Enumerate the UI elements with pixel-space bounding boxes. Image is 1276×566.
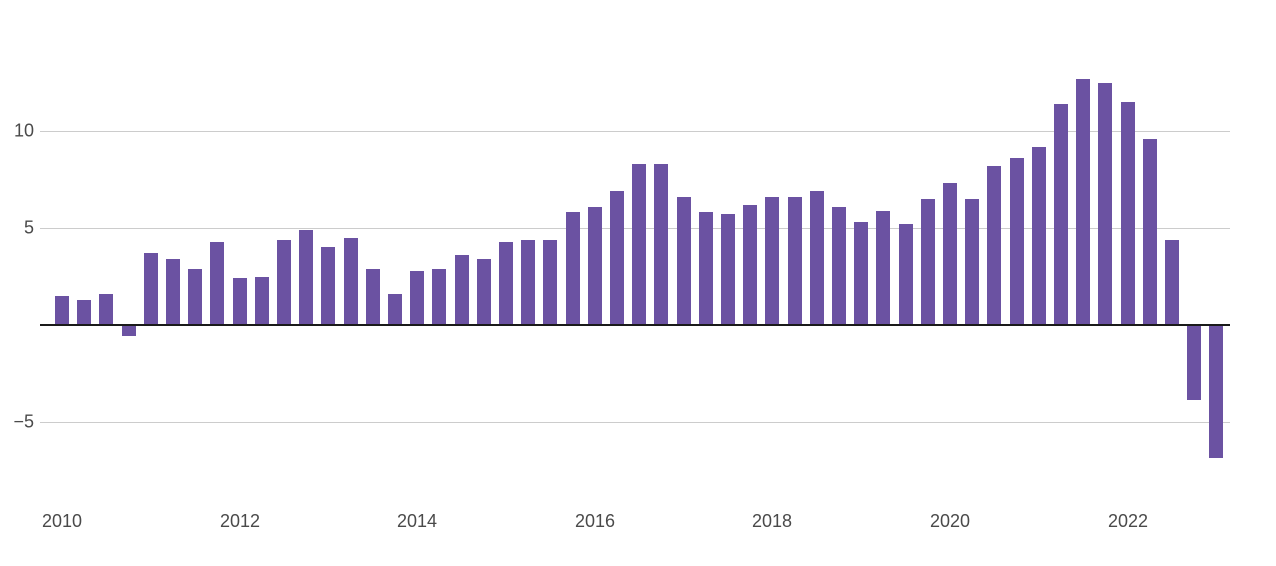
x-tick-label: 2010 [41,511,83,531]
bar [654,164,668,325]
x-tick-label: 2012 [219,511,261,531]
bar [521,240,535,325]
bar [765,197,779,325]
bar [99,294,113,325]
bar [255,277,269,326]
bar [588,207,602,325]
bar [721,214,735,325]
bar [566,212,580,325]
bar [610,191,624,325]
bar [1010,158,1024,325]
bar [233,278,247,325]
bar [77,300,91,325]
bar [455,255,469,325]
bar [210,242,224,325]
gridline [40,131,1230,132]
bar [677,197,691,325]
bar [321,247,335,325]
y-tick-label: 5 [23,217,34,238]
x-tick-label: 2022 [1107,511,1149,531]
bar [366,269,380,325]
bar [876,211,890,325]
x-tick-label: 2016 [574,511,616,531]
bar [1054,104,1068,325]
bar [499,242,513,325]
y-tick-label: −5 [13,411,34,432]
bar [632,164,646,325]
bar [410,271,424,325]
bar [299,230,313,325]
bar [943,183,957,325]
bar [743,205,757,325]
bar [788,197,802,325]
bar [1143,139,1157,325]
bar [477,259,491,325]
bar [899,224,913,325]
y-tick-label: 10 [13,120,34,141]
bar [1098,83,1112,325]
bar [1209,326,1223,458]
bar [832,207,846,325]
bar [277,240,291,325]
bar [1121,102,1135,325]
bar [188,269,202,325]
gridline [40,422,1230,423]
bar [987,166,1001,325]
bar [699,212,713,325]
bar [854,222,868,325]
bar [810,191,824,325]
x-tick-label: 2020 [929,511,971,531]
bar [543,240,557,325]
x-tick-label: 2018 [751,511,793,531]
bar [1076,79,1090,325]
bar [122,326,136,336]
zero-line [40,324,1230,326]
bar [144,253,158,325]
bar [344,238,358,325]
bar [921,199,935,325]
bar [1032,147,1046,325]
bar [1165,240,1179,325]
x-tick-label: 2014 [396,511,438,531]
bar [1187,326,1201,400]
bar [55,296,69,325]
bar [388,294,402,325]
bar [166,259,180,325]
bar [965,199,979,325]
bar [432,269,446,325]
